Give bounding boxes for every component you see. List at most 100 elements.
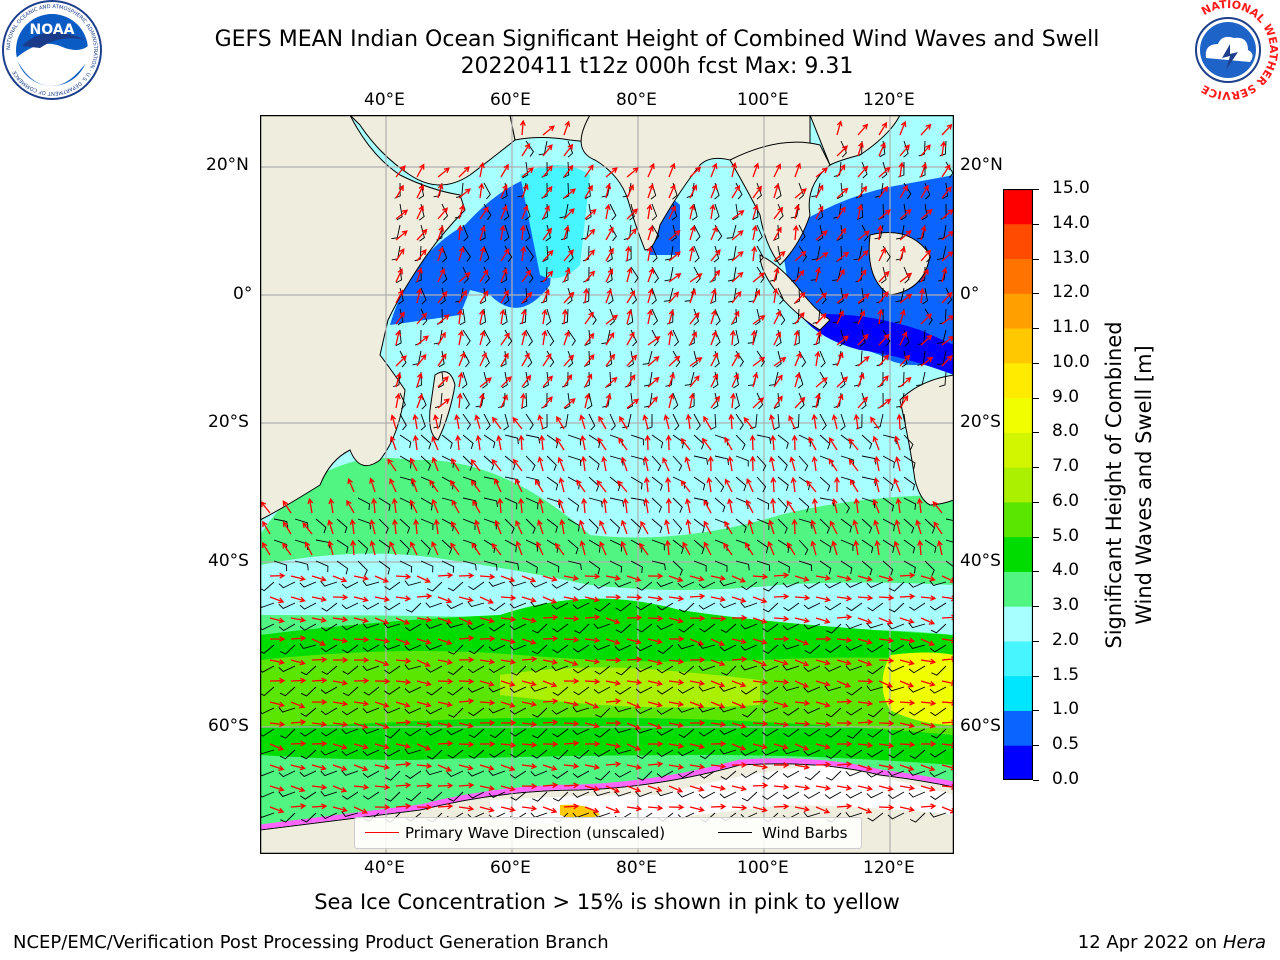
wind-barb xyxy=(406,602,422,613)
wave-direction-arrow xyxy=(665,476,672,493)
wave-direction-arrow xyxy=(353,806,368,814)
wave-direction-arrow xyxy=(857,185,868,199)
wave-direction-arrow xyxy=(520,392,527,409)
wind-barb xyxy=(908,728,926,736)
wind-barb xyxy=(710,413,717,430)
wind-barb xyxy=(336,518,348,534)
wave-direction-arrow xyxy=(269,636,286,643)
wave-direction-arrow xyxy=(836,293,849,304)
wave-direction-arrow xyxy=(815,806,831,814)
wave-direction-arrow xyxy=(555,437,565,451)
wave-direction-arrow xyxy=(458,678,475,685)
wave-direction-arrow xyxy=(536,541,544,556)
wave-direction-arrow xyxy=(878,291,889,304)
wind-barb xyxy=(931,728,947,739)
wind-barb xyxy=(693,497,709,507)
wind-barb xyxy=(656,749,674,757)
wave-direction-arrow xyxy=(731,680,747,688)
wave-direction-arrow xyxy=(836,595,853,602)
wind-barb xyxy=(385,770,401,781)
lon-tick-bottom-60: 60°E xyxy=(490,858,531,878)
wave-direction-arrow xyxy=(269,721,286,728)
wave-direction-arrow xyxy=(605,720,622,727)
wind-barb xyxy=(357,497,371,510)
wind-barb xyxy=(342,665,359,675)
wind-barb xyxy=(542,245,549,262)
colorbar-tick-label: 12.0 xyxy=(1052,282,1090,303)
wind-barb xyxy=(909,707,926,716)
wave-direction-arrow xyxy=(852,519,859,535)
wave-direction-arrow xyxy=(668,617,684,624)
wave-direction-arrow xyxy=(893,540,901,556)
wind-barb xyxy=(260,791,275,798)
wave-direction-arrow xyxy=(626,805,643,812)
wind-barb xyxy=(426,581,443,592)
wind-barb xyxy=(404,728,422,737)
wind-barb xyxy=(635,707,653,715)
wave-direction-arrow xyxy=(857,575,873,582)
wind-barb xyxy=(651,287,657,305)
colorbar-cell-4 xyxy=(1003,606,1033,642)
wind-barb xyxy=(525,497,539,510)
wave-direction-arrow xyxy=(605,167,618,178)
wave-direction-arrow xyxy=(647,308,653,325)
wind-barb xyxy=(876,287,884,304)
wind-barb xyxy=(383,707,401,714)
wave-direction-arrow xyxy=(731,785,747,792)
wave-height-map xyxy=(260,115,954,854)
wave-direction-arrow xyxy=(500,764,516,772)
wave-band-indonesia-deep xyxy=(800,314,954,375)
wind-barb xyxy=(939,371,947,388)
wave-direction-arrow xyxy=(374,596,391,602)
wind-barb xyxy=(867,665,884,675)
wave-direction-arrow xyxy=(332,637,349,644)
wind-barb xyxy=(362,580,380,587)
wave-direction-arrow xyxy=(500,332,510,346)
wind-barb xyxy=(468,749,485,759)
colorbar-cell-12 xyxy=(1003,328,1033,364)
wave-direction-arrow xyxy=(689,166,702,178)
wave-direction-arrow xyxy=(580,455,587,472)
wave-direction-arrow xyxy=(773,784,790,790)
wave-direction-arrow xyxy=(643,476,650,493)
wind-barb xyxy=(462,560,477,571)
colorbar-tick-mark xyxy=(1033,432,1039,434)
wind-barb xyxy=(614,770,632,778)
colorbar-tick-mark xyxy=(1033,189,1039,190)
wave-direction-arrow xyxy=(390,414,397,430)
wave-direction-arrow xyxy=(689,331,697,346)
wind-barb xyxy=(845,770,863,777)
wave-direction-arrow xyxy=(920,144,931,157)
wind-barb xyxy=(882,518,895,532)
wave-direction-arrow xyxy=(794,638,810,646)
wave-direction-arrow xyxy=(561,308,568,325)
wind-barb xyxy=(572,791,590,798)
wind-barb xyxy=(531,623,548,634)
wind-barb xyxy=(404,686,422,694)
wave-direction-arrow xyxy=(311,677,328,684)
wave-direction-arrow xyxy=(605,594,622,601)
wave-direction-arrow xyxy=(710,183,718,199)
wave-direction-arrow xyxy=(563,720,580,727)
colorbar-tick-mark xyxy=(1033,710,1039,712)
wave-direction-arrow xyxy=(857,293,870,304)
wind-barb xyxy=(754,308,761,326)
wind-barb xyxy=(425,602,443,608)
wave-direction-arrow xyxy=(810,540,817,556)
wave-direction-arrow xyxy=(437,167,450,178)
wind-barb xyxy=(867,812,884,822)
wave-direction-arrow xyxy=(773,310,782,325)
footer-date: 12 Apr 2022 on Hera xyxy=(1078,932,1266,953)
wave-direction-arrow xyxy=(332,616,349,623)
wave-direction-arrow xyxy=(583,287,590,304)
wind-barb xyxy=(614,748,632,755)
colorbar-cell-9 xyxy=(1003,432,1033,468)
wave-direction-arrow xyxy=(684,497,691,514)
wind-barb xyxy=(278,665,296,673)
wave-direction-arrow xyxy=(500,658,517,665)
wind-barb xyxy=(929,812,947,818)
wind-barb xyxy=(399,413,407,431)
wind-barb xyxy=(462,455,473,471)
wind-barb xyxy=(341,623,359,631)
wind-barb xyxy=(773,413,780,431)
